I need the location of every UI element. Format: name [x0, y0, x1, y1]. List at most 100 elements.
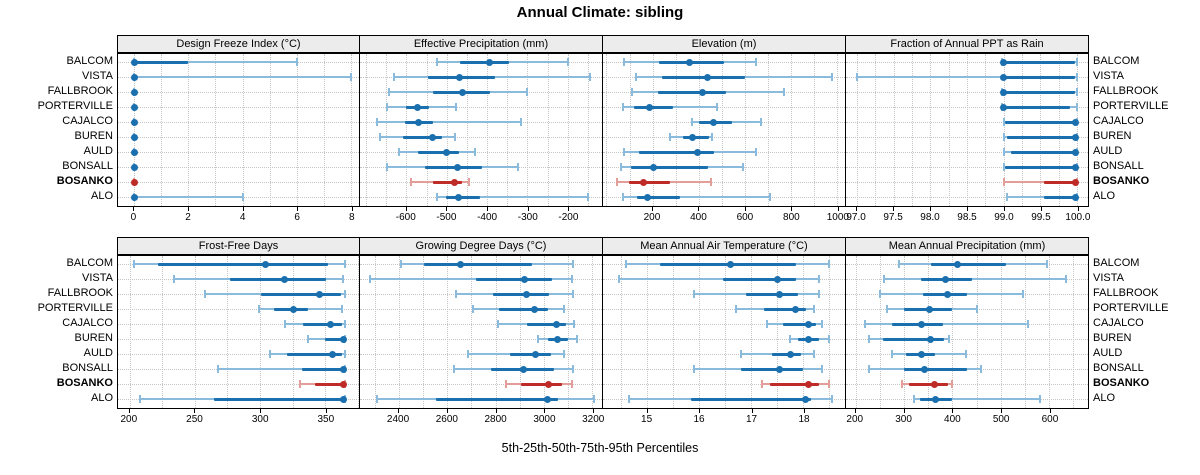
gridline [357, 256, 359, 408]
median-dot-cajalco [805, 320, 813, 328]
median-dot-bonsall [339, 365, 347, 373]
cap-5th [388, 88, 391, 96]
tick-mark [446, 207, 448, 211]
cap-95th [588, 73, 591, 81]
median-dot-cajalco [1072, 118, 1080, 126]
cap-5th [890, 350, 893, 358]
median-dot-balcom [485, 58, 493, 66]
cap-5th [375, 395, 378, 403]
median-dot-vista [1000, 73, 1008, 81]
bar-25th-75th [325, 337, 345, 341]
x-axis-frost-free-days: 200 250 300 350 [117, 409, 360, 429]
tick-mark [187, 207, 189, 211]
gridline [846, 167, 1088, 168]
median-dot-auld [130, 148, 138, 156]
gridline [259, 256, 261, 408]
gridline [1003, 54, 1005, 206]
cap-5th [386, 103, 389, 111]
median-dot-bosanko [639, 178, 647, 186]
tick-mark [967, 207, 968, 211]
cap-95th [570, 380, 573, 388]
row-label-left-buren: BUREN [74, 130, 113, 142]
bar-25th-75th [883, 337, 944, 341]
cap-5th [867, 335, 870, 343]
cap-5th [912, 395, 915, 403]
gridline [350, 54, 352, 206]
tick-mark [593, 409, 595, 413]
gridline [673, 256, 675, 408]
cap-95th [575, 335, 578, 343]
cap-5th [621, 193, 624, 201]
whisker-5th-95th [437, 196, 588, 198]
median-dot-alo [643, 193, 651, 201]
bar-25th-75th [526, 322, 566, 326]
median-dot-fallbrook [458, 88, 466, 96]
gridline [543, 256, 545, 408]
cap-5th [471, 305, 474, 313]
gridline [269, 54, 271, 206]
row-label-right-vista: VISTA [1093, 272, 1124, 284]
x-axis-growing-degree-days-c: 2400 2600 2800 3000 3200 [359, 409, 604, 429]
cap-5th [669, 133, 672, 141]
cap-5th [868, 365, 871, 373]
tick-mark [952, 409, 954, 413]
bar-25th-75th [287, 352, 343, 356]
tick-label: -200 [558, 212, 579, 223]
median-dot-cajalco [552, 320, 560, 328]
bar-25th-75th [630, 165, 709, 169]
gridline [323, 54, 325, 206]
gridline [162, 256, 164, 408]
bar-25th-75th [476, 277, 553, 281]
median-dot-alo [1072, 193, 1080, 201]
tick-label: 350 [317, 414, 335, 425]
bar-25th-75th [158, 262, 328, 266]
cap-5th [379, 133, 382, 141]
bar-25th-75th [1044, 195, 1077, 199]
cap-95th [468, 178, 471, 186]
cap-5th [269, 350, 272, 358]
tick-label: 98.5 [957, 212, 977, 223]
cap-5th [436, 193, 439, 201]
cap-95th [979, 365, 982, 373]
gridline [846, 182, 1088, 183]
cap-95th [563, 350, 566, 358]
bar-25th-75th [314, 382, 345, 386]
gridline [1025, 256, 1027, 408]
median-dot-bonsall [519, 365, 527, 373]
cap-95th [453, 133, 456, 141]
cap-95th [828, 260, 831, 268]
median-dot-auld [917, 350, 925, 358]
whisker-5th-95th [622, 196, 771, 198]
cap-5th [693, 290, 696, 298]
cap-5th [621, 103, 624, 111]
gridline [846, 62, 1088, 63]
tick-mark [568, 207, 570, 211]
gridline [603, 107, 845, 108]
row-label-left-fallbrook: FALLBROOK [47, 85, 113, 97]
panel-growing-degree-days-c [359, 255, 603, 409]
cap-5th [454, 290, 457, 298]
gridline [360, 384, 602, 385]
median-dot-bosanko [1072, 178, 1080, 186]
cap-95th [820, 365, 823, 373]
median-dot-cajalco [414, 118, 422, 126]
cap-95th [526, 88, 529, 96]
whisker-5th-95th [218, 368, 345, 370]
cap-5th [204, 290, 207, 298]
median-dot-vista [281, 275, 289, 283]
bar-25th-75th [403, 135, 442, 139]
bar-25th-75th [520, 382, 563, 386]
tick-mark [791, 207, 793, 211]
median-dot-balcom [727, 260, 734, 268]
gridline [567, 54, 569, 206]
x-axis-elevation-m: 200 400 600 800 1000 [602, 207, 849, 227]
tick-mark [854, 409, 856, 413]
gridline [292, 256, 294, 408]
median-dot-buren [130, 133, 138, 141]
median-dot-cajalco [710, 118, 718, 126]
median-dot-bonsall [776, 365, 784, 373]
tick-label: 100.0 [1065, 212, 1091, 223]
x-axis-design-freeze-index-c: 0 2 4 6 8 [117, 207, 360, 227]
cap-95th [782, 88, 785, 96]
cap-95th [517, 163, 520, 171]
